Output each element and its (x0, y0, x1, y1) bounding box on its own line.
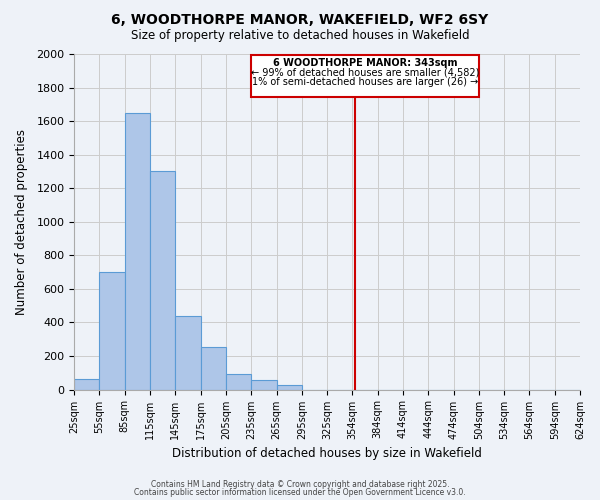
X-axis label: Distribution of detached houses by size in Wakefield: Distribution of detached houses by size … (172, 447, 482, 460)
Bar (74, 378, 100, 390)
Text: Size of property relative to detached houses in Wakefield: Size of property relative to detached ho… (131, 29, 469, 42)
Bar (277, 386, 302, 390)
Bar (150, 170, 175, 390)
Text: Contains HM Land Registry data © Crown copyright and database right 2025.: Contains HM Land Registry data © Crown c… (151, 480, 449, 489)
Text: 6, WOODTHORPE MANOR, WAKEFIELD, WF2 6SY: 6, WOODTHORPE MANOR, WAKEFIELD, WF2 6SY (112, 12, 488, 26)
Text: Contains public sector information licensed under the Open Government Licence v3: Contains public sector information licen… (134, 488, 466, 497)
Bar (251, 380, 277, 390)
FancyBboxPatch shape (251, 55, 479, 97)
Bar (175, 316, 200, 390)
Bar (100, 272, 125, 390)
Bar (226, 374, 251, 390)
Text: 1% of semi-detached houses are larger (26) →: 1% of semi-detached houses are larger (2… (252, 76, 478, 86)
Bar (125, 112, 150, 390)
Bar (200, 347, 226, 390)
Y-axis label: Number of detached properties: Number of detached properties (15, 129, 28, 315)
Text: ← 99% of detached houses are smaller (4,582): ← 99% of detached houses are smaller (4,… (251, 68, 479, 78)
Text: 6 WOODTHORPE MANOR: 343sqm: 6 WOODTHORPE MANOR: 343sqm (273, 58, 457, 68)
